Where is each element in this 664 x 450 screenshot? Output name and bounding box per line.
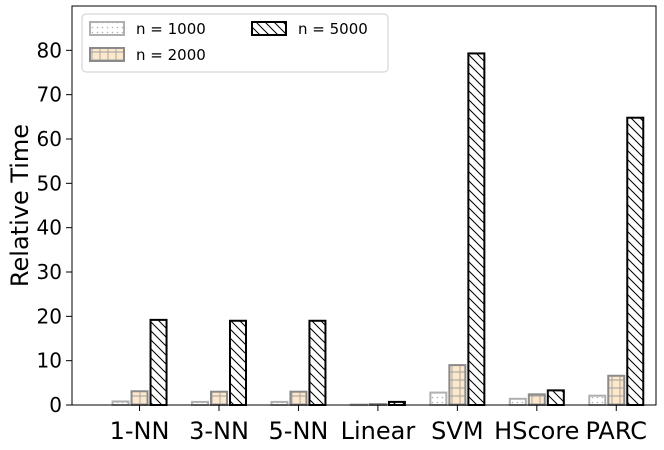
legend: n = 1000 n = 2000 n = 5000	[81, 13, 389, 73]
y-tick-label: 60	[37, 127, 62, 151]
x-tick-label: 3-NN	[189, 417, 249, 445]
x-tick-label: PARC	[585, 417, 647, 445]
bar	[228, 319, 247, 406]
bars-layer	[111, 52, 645, 407]
y-tick-label: 20	[37, 304, 62, 328]
legend-label: n = 1000	[136, 20, 206, 38]
y-tick-label: 10	[37, 349, 62, 373]
bar	[308, 319, 327, 406]
x-tick-label: HScore	[494, 417, 579, 445]
legend-swatch	[89, 47, 125, 62]
plot-frame	[71, 5, 657, 406]
y-tick-label: 70	[37, 83, 62, 107]
bar	[527, 393, 546, 406]
y-axis: 0 10 20 30 40 50 60 70 80	[37, 38, 72, 417]
legend-swatch	[89, 21, 125, 36]
legend-label: n = 5000	[298, 20, 368, 38]
x-tick-label: SVM	[431, 417, 483, 445]
bar	[588, 394, 607, 407]
legend-label: n = 2000	[136, 46, 206, 64]
bar	[467, 52, 486, 406]
bar	[209, 390, 228, 407]
y-tick-label: 0	[49, 393, 62, 417]
bar	[149, 318, 168, 407]
bar	[289, 390, 308, 407]
y-axis-label: Relative Time	[6, 124, 34, 287]
legend-swatch	[251, 21, 287, 36]
x-tick-label: Linear	[341, 417, 416, 445]
bar	[111, 400, 130, 407]
bar	[448, 364, 467, 407]
bar	[546, 389, 565, 406]
bar	[429, 391, 448, 407]
bar	[626, 116, 645, 406]
x-tick-label: 5-NN	[269, 417, 329, 445]
y-tick-label: 30	[37, 260, 62, 284]
y-tick-label: 80	[37, 38, 62, 62]
x-tick-label: 1-NN	[110, 417, 170, 445]
y-tick-label: 50	[37, 171, 62, 195]
legend-box	[81, 13, 389, 73]
bar	[130, 390, 149, 406]
y-tick-label: 40	[37, 216, 62, 240]
bar	[508, 397, 527, 407]
x-axis: 1-NN 3-NN 5-NN Linear SVM HScore PARC	[110, 405, 647, 445]
bar	[607, 374, 626, 406]
